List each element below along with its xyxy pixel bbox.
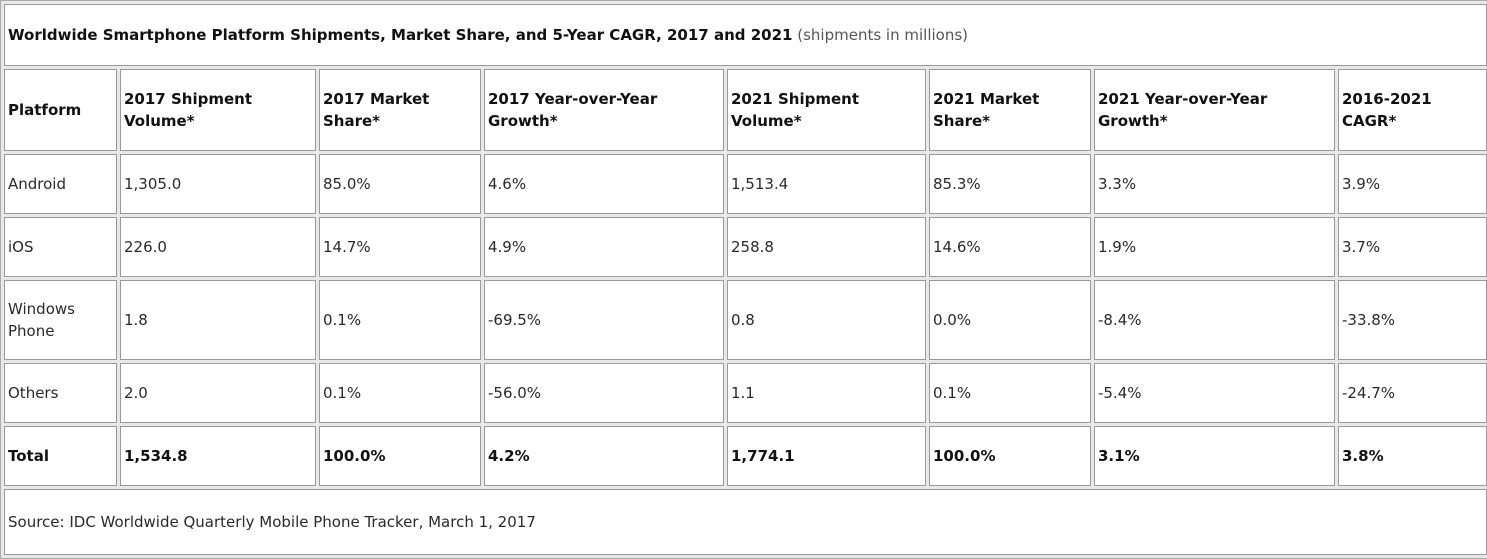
cell-2017-growth: -69.5% [484, 280, 724, 360]
header-platform: Platform [4, 69, 117, 151]
cell-platform: Others [4, 363, 117, 423]
cell-platform: Windows Phone [4, 280, 117, 360]
cell-2017-growth: -56.0% [484, 363, 724, 423]
cell-2021-growth: -5.4% [1094, 363, 1335, 423]
cell-cagr: 3.9% [1338, 154, 1487, 214]
header-2017-market-share: 2017 Market Share* [319, 69, 481, 151]
table-row-others: Others 2.0 0.1% -56.0% 1.1 0.1% -5.4% -2… [4, 363, 1487, 423]
header-row: Platform 2017 Shipment Volume* 2017 Mark… [4, 69, 1487, 151]
cell-2017-growth: 4.9% [484, 217, 724, 277]
cell-2021-growth: 3.3% [1094, 154, 1335, 214]
cell-2021-share: 0.1% [929, 363, 1091, 423]
cell-2017-growth: 4.6% [484, 154, 724, 214]
cell-2021-volume: 1,513.4 [727, 154, 926, 214]
table-row-android: Android 1,305.0 85.0% 4.6% 1,513.4 85.3%… [4, 154, 1487, 214]
cell-2017-volume: 1,305.0 [120, 154, 316, 214]
table-row-windows-phone: Windows Phone 1.8 0.1% -69.5% 0.8 0.0% -… [4, 280, 1487, 360]
cell-2017-share: 0.1% [319, 280, 481, 360]
cell-2021-volume: 1,774.1 [727, 426, 926, 486]
cell-2017-share: 14.7% [319, 217, 481, 277]
cell-cagr: -24.7% [1338, 363, 1487, 423]
cell-cagr: 3.8% [1338, 426, 1487, 486]
cell-platform: iOS [4, 217, 117, 277]
cell-2021-growth: 3.1% [1094, 426, 1335, 486]
cell-2017-growth: 4.2% [484, 426, 724, 486]
cell-2021-growth: -8.4% [1094, 280, 1335, 360]
cell-2021-growth: 1.9% [1094, 217, 1335, 277]
cell-2017-share: 85.0% [319, 154, 481, 214]
cell-2017-volume: 1.8 [120, 280, 316, 360]
cell-platform: Android [4, 154, 117, 214]
header-2021-shipment-volume: 2021 Shipment Volume* [727, 69, 926, 151]
cell-2021-share: 100.0% [929, 426, 1091, 486]
header-cagr: 2016-2021 CAGR* [1338, 69, 1487, 151]
header-2017-shipment-volume: 2017 Shipment Volume* [120, 69, 316, 151]
table-title: Worldwide Smartphone Platform Shipments,… [8, 26, 793, 44]
cell-platform: Total [4, 426, 117, 486]
source-note: Source: IDC Worldwide Quarterly Mobile P… [4, 489, 1487, 555]
cell-2021-share: 0.0% [929, 280, 1091, 360]
table-row-ios: iOS 226.0 14.7% 4.9% 258.8 14.6% 1.9% 3.… [4, 217, 1487, 277]
cell-2017-volume: 1,534.8 [120, 426, 316, 486]
cell-cagr: -33.8% [1338, 280, 1487, 360]
cell-2021-share: 85.3% [929, 154, 1091, 214]
cell-2017-share: 100.0% [319, 426, 481, 486]
table-row-total: Total 1,534.8 100.0% 4.2% 1,774.1 100.0%… [4, 426, 1487, 486]
cell-2021-volume: 258.8 [727, 217, 926, 277]
cell-2017-share: 0.1% [319, 363, 481, 423]
header-2021-market-share: 2021 Market Share* [929, 69, 1091, 151]
table-title-cell: Worldwide Smartphone Platform Shipments,… [4, 4, 1487, 66]
cell-cagr: 3.7% [1338, 217, 1487, 277]
table-subtitle: (shipments in millions) [797, 26, 968, 44]
cell-2017-volume: 226.0 [120, 217, 316, 277]
header-2021-yoy-growth: 2021 Year-over-Year Growth* [1094, 69, 1335, 151]
cell-2021-volume: 1.1 [727, 363, 926, 423]
cell-2017-volume: 2.0 [120, 363, 316, 423]
cell-2021-share: 14.6% [929, 217, 1091, 277]
cell-2021-volume: 0.8 [727, 280, 926, 360]
header-2017-yoy-growth: 2017 Year-over-Year Growth* [484, 69, 724, 151]
